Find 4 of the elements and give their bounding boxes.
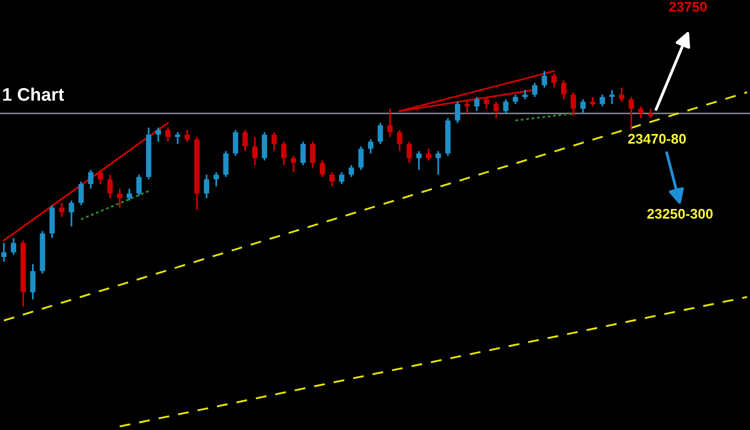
text: 23750 (669, 2, 707, 12)
annotation: 23250-300 (647, 208, 713, 219)
text: 1 Chart (3, 88, 64, 101)
annotation: 23470-80 (628, 134, 686, 144)
